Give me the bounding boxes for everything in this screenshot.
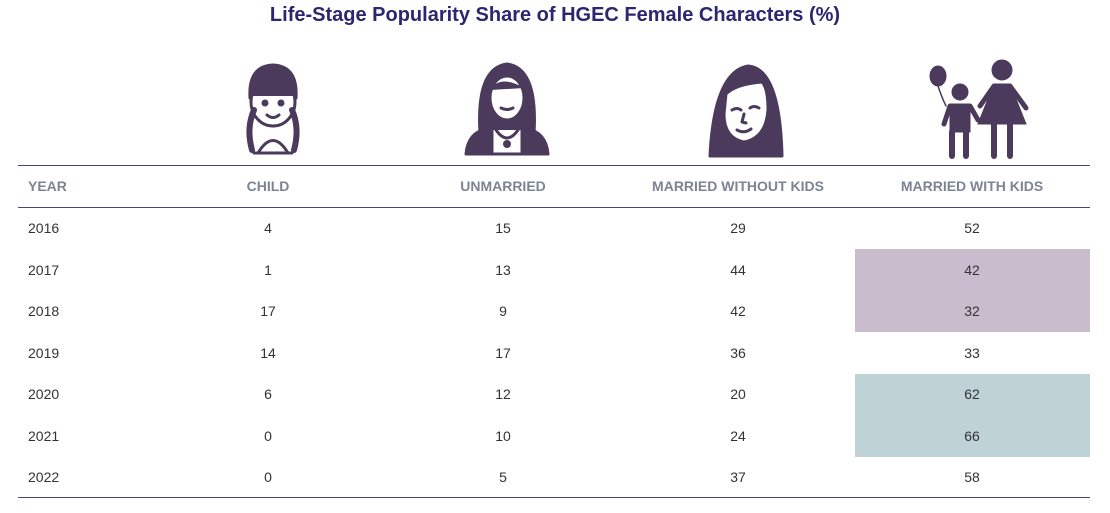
header-married-without-kids: MARRIED WITHOUT KIDS: [652, 178, 824, 194]
header-married-with-kids: MARRIED WITH KIDS: [900, 178, 1044, 194]
cell-married-without-kids: 42: [730, 303, 746, 319]
mother-with-child-icon: [922, 58, 1032, 160]
cell-unmarried: 12: [495, 386, 511, 402]
cell-married-without-kids: 37: [730, 469, 746, 485]
cell-child: 4: [264, 220, 272, 236]
cell-year: 2020: [28, 386, 60, 402]
cell-married-with-kids: 58: [964, 469, 980, 485]
chart-title: Life-Stage Popularity Share of HGEC Fema…: [269, 4, 841, 26]
cell-child: 6: [264, 386, 272, 402]
cell-year: 2019: [28, 344, 60, 361]
cell-child: 17: [260, 303, 276, 319]
cell-married-without-kids: 44: [730, 261, 746, 278]
table-row: 2016 4 15 29 52: [0, 208, 1110, 250]
table-row: 2021 0 10 24 66: [0, 416, 1110, 458]
cell-unmarried: 10: [495, 427, 511, 444]
cell-year: 2018: [28, 303, 60, 319]
cell-child: 0: [264, 469, 272, 485]
table-row: 2018 17 9 42 32: [0, 291, 1110, 333]
cell-married-without-kids: 24: [730, 427, 746, 444]
cell-married-without-kids: 29: [730, 220, 746, 236]
cell-married-with-kids: 33: [964, 344, 980, 361]
table-row: 2020 6 12 20 62: [0, 374, 1110, 416]
table-row: 2019 14 17 36 33: [0, 333, 1110, 375]
cell-unmarried: 9: [499, 303, 507, 319]
table-row: 2022 0 5 37 58: [0, 457, 1110, 499]
cell-unmarried: 5: [499, 469, 507, 485]
header-year: YEAR: [28, 178, 67, 194]
cell-child: 1: [264, 261, 272, 278]
cell-year: 2017: [28, 261, 60, 278]
cell-year: 2022: [28, 469, 60, 485]
cell-married-with-kids: 62: [964, 386, 980, 402]
cell-year: 2021: [28, 427, 60, 444]
unmarried-woman-icon: [452, 58, 562, 160]
cell-child: 14: [260, 344, 276, 361]
table-header-row: YEAR CHILD UNMARRIED MARRIED WITHOUT KID…: [0, 166, 1110, 208]
cell-married-with-kids: 66: [964, 427, 980, 444]
child-girl-icon: [218, 58, 328, 160]
cell-married-without-kids: 20: [730, 386, 746, 402]
table-bottom-rule: [18, 497, 1090, 498]
cell-married-with-kids: 52: [964, 220, 980, 236]
header-child: CHILD: [246, 178, 290, 194]
cell-unmarried: 17: [495, 344, 511, 361]
cell-married-without-kids: 36: [730, 344, 746, 361]
table-row: 2017 1 13 44 42: [0, 250, 1110, 292]
cell-unmarried: 15: [495, 220, 511, 236]
header-bottom-rule: [18, 207, 1090, 208]
header-unmarried: UNMARRIED: [460, 178, 546, 194]
cell-married-with-kids: 42: [964, 261, 980, 278]
highlight-2020-2021: [855, 374, 1090, 457]
highlight-2017-2018: [855, 249, 1090, 332]
cell-year: 2016: [28, 220, 60, 236]
header-top-rule: [18, 165, 1090, 166]
cell-unmarried: 13: [495, 261, 511, 278]
cell-married-with-kids: 32: [964, 303, 980, 319]
cell-child: 0: [264, 427, 272, 444]
married-woman-icon: [688, 58, 798, 160]
